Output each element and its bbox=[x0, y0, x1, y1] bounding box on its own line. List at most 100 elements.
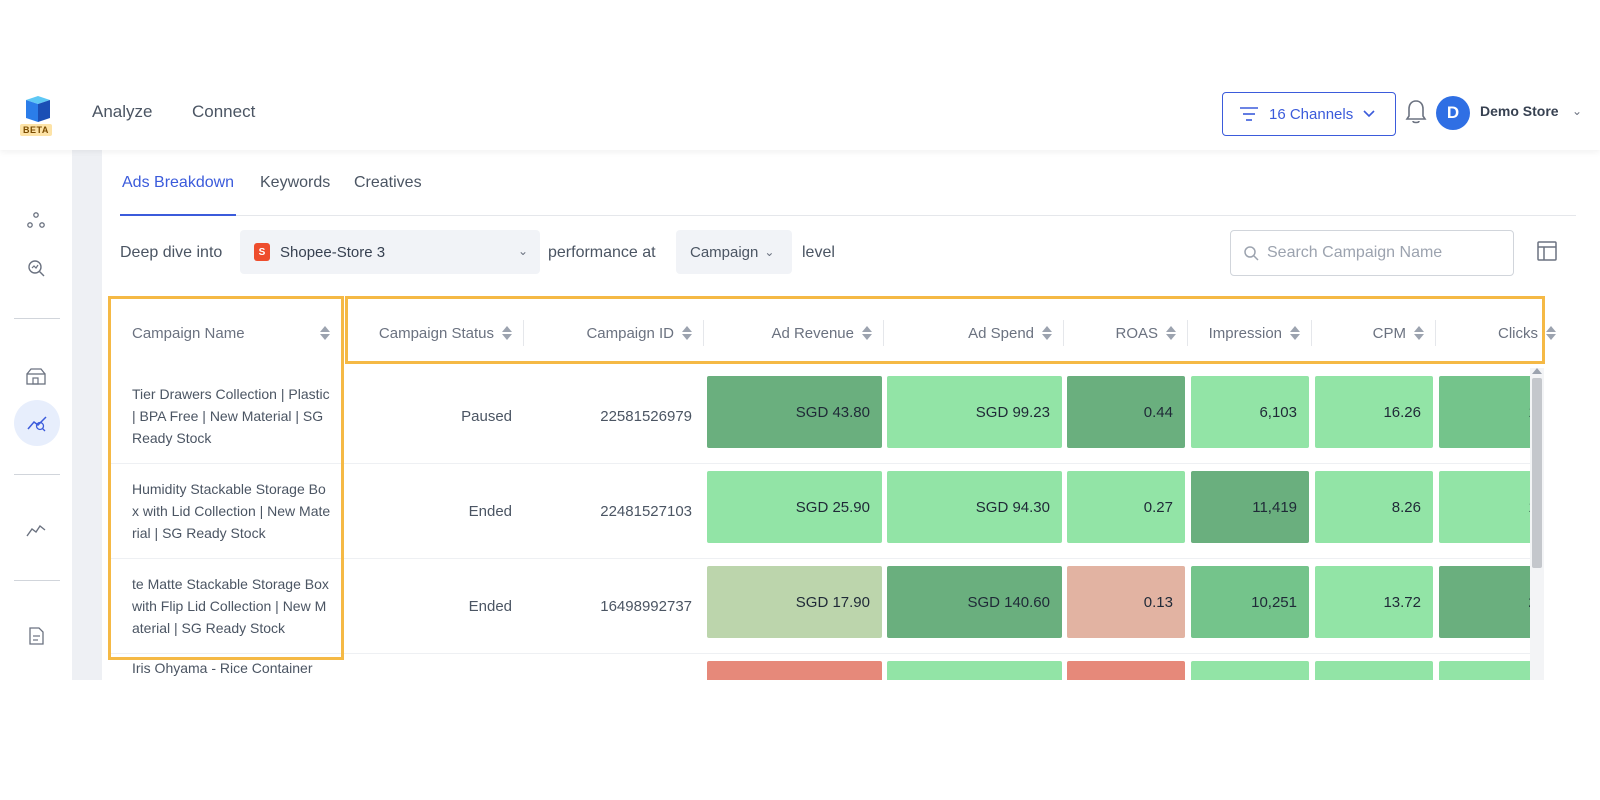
level-select-value: Campaign bbox=[690, 243, 759, 261]
top-nav: BETA Analyze Connect 16 Channels D Demo … bbox=[0, 84, 1600, 150]
tab-ads-breakdown[interactable]: Ads Breakdown bbox=[120, 174, 237, 216]
column-header-label: Ad Spend bbox=[968, 324, 1034, 342]
level-select[interactable]: Campaign ⌄ bbox=[676, 230, 792, 274]
scroll-up-arrow-icon[interactable] bbox=[1532, 368, 1542, 374]
ad-spend-cell: SGD 94.30 bbox=[887, 471, 1062, 543]
chevron-down-icon[interactable]: ⌄ bbox=[1572, 104, 1583, 118]
campaign-name-cell[interactable]: Tier Drawers Collection | Plastic | BPA … bbox=[132, 386, 330, 446]
ad-revenue-cell: SGD 43.80 bbox=[707, 376, 882, 448]
scrollbar-thumb[interactable] bbox=[1532, 378, 1542, 568]
nav-link-connect[interactable]: Connect bbox=[192, 102, 256, 121]
column-layout-icon[interactable] bbox=[1536, 240, 1558, 262]
sidebar bbox=[0, 150, 72, 680]
nav-link-analyze[interactable]: Analyze bbox=[92, 102, 153, 121]
table-scrollbar[interactable] bbox=[1530, 368, 1544, 680]
ad-revenue-cell: SGD 25.90 bbox=[707, 471, 882, 543]
clicks-cell bbox=[1439, 661, 1530, 680]
shopee-icon: S bbox=[254, 243, 270, 261]
account-store-name[interactable]: Demo Store bbox=[1480, 103, 1559, 119]
sort-icon[interactable] bbox=[1166, 326, 1176, 340]
roas-cell bbox=[1067, 661, 1185, 680]
cpm-cell bbox=[1315, 661, 1433, 680]
column-header-campaign-id[interactable]: Campaign ID bbox=[524, 298, 704, 368]
column-header-label: Campaign Name bbox=[132, 324, 245, 342]
column-header-label: Campaign ID bbox=[586, 324, 674, 342]
column-header-label: Impression bbox=[1208, 324, 1282, 342]
report-icon[interactable] bbox=[22, 622, 50, 650]
campaign-status-cell: Paused bbox=[461, 407, 512, 425]
tab-creatives[interactable]: Creatives bbox=[354, 174, 422, 191]
clicks-cell: 17 bbox=[1439, 376, 1530, 448]
column-header-ad-revenue[interactable]: Ad Revenue bbox=[704, 298, 884, 368]
campaign-id-cell: 22581526979 bbox=[600, 407, 692, 425]
column-header-label: Clicks bbox=[1498, 324, 1538, 342]
avatar[interactable]: D bbox=[1436, 96, 1470, 130]
channels-label: 16 Channels bbox=[1269, 105, 1354, 123]
cpm-cell: 8.26 bbox=[1315, 471, 1433, 543]
column-header-label: Campaign Status bbox=[378, 324, 494, 342]
sidebar-divider bbox=[14, 474, 60, 475]
chevron-down-icon: ⌄ bbox=[764, 245, 775, 259]
campaign-name-cell[interactable]: Humidity Stackable Storage Box with Lid … bbox=[132, 481, 331, 541]
sort-icon[interactable] bbox=[1414, 326, 1424, 340]
table-row[interactable]: te Matte Stackable Storage Box with Flip… bbox=[110, 558, 1530, 654]
sort-icon[interactable] bbox=[1290, 326, 1300, 340]
sidebar-gutter bbox=[72, 150, 102, 680]
impression-cell: 10,251 bbox=[1191, 566, 1309, 638]
column-header-label: ROAS bbox=[1115, 324, 1158, 342]
column-header-cpm[interactable]: CPM bbox=[1312, 298, 1436, 368]
channels-filter-button[interactable]: 16 Channels bbox=[1222, 92, 1396, 136]
ad-revenue-cell bbox=[707, 661, 882, 680]
sort-icon[interactable] bbox=[320, 326, 330, 340]
campaign-status-cell: Ended bbox=[468, 502, 512, 520]
roas-cell: 0.13 bbox=[1067, 566, 1185, 638]
store-icon[interactable] bbox=[22, 362, 50, 390]
table-row[interactable]: Tier Drawers Collection | Plastic | BPA … bbox=[110, 368, 1530, 464]
roas-cell: 0.27 bbox=[1067, 471, 1185, 543]
campaign-name-cell[interactable]: te Matte Stackable Storage Box with Flip… bbox=[132, 576, 329, 636]
cpm-cell: 13.72 bbox=[1315, 566, 1433, 638]
column-header-ad-spend[interactable]: Ad Spend bbox=[884, 298, 1064, 368]
impression-cell: 6,103 bbox=[1191, 376, 1309, 448]
clicks-cell: 20 bbox=[1439, 566, 1530, 638]
ad-spend-cell: SGD 140.60 bbox=[887, 566, 1062, 638]
trend-icon[interactable] bbox=[22, 516, 50, 544]
bell-icon[interactable] bbox=[1404, 98, 1428, 126]
table-body: Tier Drawers Collection | Plastic | BPA … bbox=[110, 368, 1530, 680]
chevron-down-icon: ⌄ bbox=[517, 244, 528, 258]
sort-icon[interactable] bbox=[502, 326, 512, 340]
sort-icon[interactable] bbox=[1546, 326, 1556, 340]
ads-analytics-icon[interactable] bbox=[14, 400, 60, 446]
column-header-label: Ad Revenue bbox=[771, 324, 854, 342]
column-header-impression[interactable]: Impression bbox=[1188, 298, 1312, 368]
nodes-icon[interactable] bbox=[22, 206, 50, 234]
beta-badge: BETA bbox=[20, 124, 52, 136]
ad-spend-cell bbox=[887, 661, 1062, 680]
search-input[interactable] bbox=[1267, 244, 1497, 262]
column-header-clicks[interactable]: Clicks bbox=[1436, 298, 1556, 368]
chevron-down-icon bbox=[1363, 110, 1375, 118]
sort-icon[interactable] bbox=[1042, 326, 1052, 340]
roas-cell: 0.44 bbox=[1067, 376, 1185, 448]
ad-spend-cell: SGD 99.23 bbox=[887, 376, 1062, 448]
column-header-roas[interactable]: ROAS bbox=[1064, 298, 1188, 368]
brand-logo[interactable] bbox=[20, 94, 54, 134]
sort-icon[interactable] bbox=[862, 326, 872, 340]
table-row[interactable]: Iris Ohyama - Rice Container bbox=[110, 653, 1530, 680]
ad-revenue-cell: SGD 17.90 bbox=[707, 566, 882, 638]
campaign-name-cell[interactable]: Iris Ohyama - Rice Container bbox=[132, 660, 313, 676]
main-content: Ads Breakdown Keywords Creatives Deep di… bbox=[102, 150, 1596, 680]
campaign-status-cell: Ended bbox=[468, 597, 512, 615]
campaign-search[interactable] bbox=[1230, 230, 1514, 276]
column-header-campaign-name[interactable]: Campaign Name bbox=[110, 298, 342, 368]
clicks-cell: 13 bbox=[1439, 471, 1530, 543]
search-analytics-icon[interactable] bbox=[22, 254, 50, 282]
column-header-campaign-status[interactable]: Campaign Status bbox=[348, 298, 524, 368]
search-icon bbox=[1244, 246, 1259, 261]
tab-bar: Ads Breakdown Keywords Creatives bbox=[120, 174, 1576, 216]
store-select[interactable]: S Shopee-Store 3 ⌄ bbox=[240, 230, 540, 274]
campaign-id-cell: 22481527103 bbox=[600, 502, 692, 520]
sort-icon[interactable] bbox=[682, 326, 692, 340]
table-row[interactable]: Humidity Stackable Storage Box with Lid … bbox=[110, 463, 1530, 559]
tab-keywords[interactable]: Keywords bbox=[260, 174, 331, 191]
